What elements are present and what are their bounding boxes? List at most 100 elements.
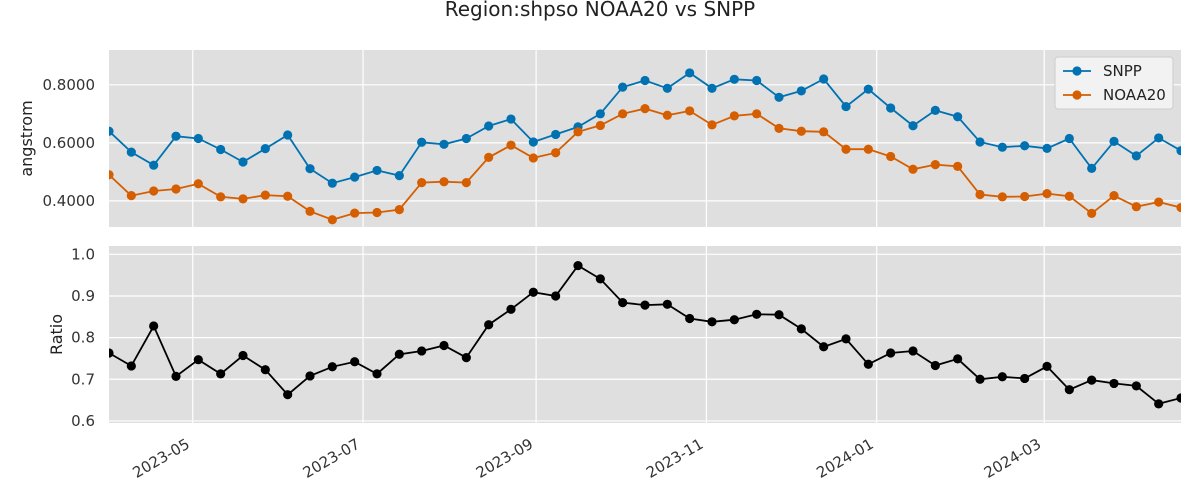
data-point-snpp xyxy=(109,126,114,136)
data-point-ratio xyxy=(350,357,360,367)
data-point-snpp xyxy=(975,137,985,147)
data-point-ratio xyxy=(618,298,628,308)
data-point-ratio xyxy=(863,359,873,369)
data-point-ratio xyxy=(260,365,270,375)
data-point-snpp xyxy=(997,142,1007,152)
data-point-noaa20 xyxy=(1176,202,1181,213)
data-point-snpp xyxy=(126,147,136,157)
data-point-ratio xyxy=(841,334,851,344)
data-point-ratio xyxy=(774,310,784,320)
y-axis-label: angstrom xyxy=(17,100,36,176)
data-point-noaa20 xyxy=(707,120,717,130)
data-point-ratio xyxy=(640,300,650,310)
legend: SNPP NOAA20 xyxy=(1054,56,1174,110)
data-point-snpp xyxy=(886,103,896,113)
data-point-ratio xyxy=(1154,399,1164,409)
data-point-snpp xyxy=(461,133,471,144)
y-tick-label: 0.6 xyxy=(71,412,95,430)
data-point-ratio xyxy=(394,349,404,359)
data-point-ratio xyxy=(752,309,762,319)
plot-area xyxy=(109,68,1181,225)
data-point-snpp xyxy=(484,121,494,131)
data-point-noaa20 xyxy=(372,207,382,218)
data-point-ratio xyxy=(1087,375,1097,385)
data-point-ratio xyxy=(149,321,159,331)
data-point-noaa20 xyxy=(1087,208,1097,218)
data-point-noaa20 xyxy=(1131,202,1141,212)
data-point-ratio xyxy=(305,371,315,381)
data-point-noaa20 xyxy=(662,110,672,120)
data-point-noaa20 xyxy=(551,148,561,158)
data-point-snpp xyxy=(863,84,873,94)
data-point-snpp xyxy=(729,74,739,84)
data-point-noaa20 xyxy=(1109,191,1119,201)
data-point-noaa20 xyxy=(819,127,829,137)
data-point-noaa20 xyxy=(930,160,940,170)
legend-marker-snpp xyxy=(1072,66,1082,76)
data-point-snpp xyxy=(417,137,427,147)
data-point-ratio xyxy=(908,346,918,356)
data-point-noaa20 xyxy=(595,120,605,131)
data-point-ratio xyxy=(685,313,695,324)
data-point-noaa20 xyxy=(863,144,873,154)
y-tick-label: 0.8 xyxy=(71,329,95,347)
data-point-snpp xyxy=(841,101,851,112)
data-point-noaa20 xyxy=(774,123,784,133)
data-point-ratio xyxy=(461,353,471,363)
data-point-noaa20 xyxy=(685,106,695,116)
data-point-noaa20 xyxy=(908,164,918,174)
data-point-snpp xyxy=(327,178,337,188)
x-tick-label: 2023-09 xyxy=(473,435,536,482)
data-point-ratio xyxy=(171,371,181,381)
data-point-ratio xyxy=(886,348,896,358)
data-point-noaa20 xyxy=(417,178,427,188)
data-point-noaa20 xyxy=(126,191,136,201)
data-point-ratio xyxy=(1131,381,1141,391)
data-point-snpp xyxy=(1042,143,1052,153)
x-tick-label: 2023-11 xyxy=(643,435,706,482)
data-point-ratio xyxy=(1020,373,1030,384)
data-point-ratio xyxy=(283,390,293,400)
data-point-noaa20 xyxy=(350,208,360,218)
data-point-noaa20 xyxy=(752,109,762,119)
data-point-noaa20 xyxy=(997,192,1007,202)
data-point-snpp xyxy=(260,144,270,154)
data-point-snpp xyxy=(618,82,628,92)
data-point-noaa20 xyxy=(506,140,516,150)
data-point-snpp xyxy=(1087,163,1097,173)
x-tick-label: 2024-01 xyxy=(813,435,876,482)
data-point-noaa20 xyxy=(640,104,650,114)
data-point-ratio xyxy=(573,260,583,271)
data-point-snpp xyxy=(1109,136,1119,147)
legend-marker-noaa20 xyxy=(1072,90,1082,100)
data-point-noaa20 xyxy=(484,152,494,162)
data-point-snpp xyxy=(1131,151,1141,161)
data-point-snpp xyxy=(819,74,829,84)
data-point-snpp xyxy=(953,112,963,122)
data-point-noaa20 xyxy=(260,190,270,200)
data-point-snpp xyxy=(707,83,717,93)
data-point-snpp xyxy=(595,109,605,119)
data-point-ratio xyxy=(975,374,985,384)
data-point-noaa20 xyxy=(171,184,181,194)
data-point-ratio xyxy=(595,274,605,284)
data-point-ratio xyxy=(126,361,136,371)
data-point-ratio xyxy=(1042,361,1052,371)
data-point-snpp xyxy=(774,92,784,102)
data-point-snpp xyxy=(238,157,248,167)
data-point-noaa20 xyxy=(573,127,583,137)
data-point-noaa20 xyxy=(305,206,315,216)
data-point-ratio xyxy=(238,350,248,361)
data-point-ratio xyxy=(109,348,114,358)
legend-label-snpp: SNPP xyxy=(1103,62,1142,80)
data-point-ratio xyxy=(484,320,494,330)
data-point-noaa20 xyxy=(149,186,159,196)
data-point-ratio xyxy=(707,317,717,327)
data-point-ratio xyxy=(327,362,337,372)
data-point-snpp xyxy=(1176,146,1181,156)
data-point-snpp xyxy=(149,160,159,170)
data-point-ratio xyxy=(997,372,1007,382)
data-point-ratio xyxy=(372,369,382,379)
panel-1: 0.4000 0.6000 0.8000 angstrom SNPP NOAA20 xyxy=(17,50,1181,227)
data-point-noaa20 xyxy=(528,153,538,163)
